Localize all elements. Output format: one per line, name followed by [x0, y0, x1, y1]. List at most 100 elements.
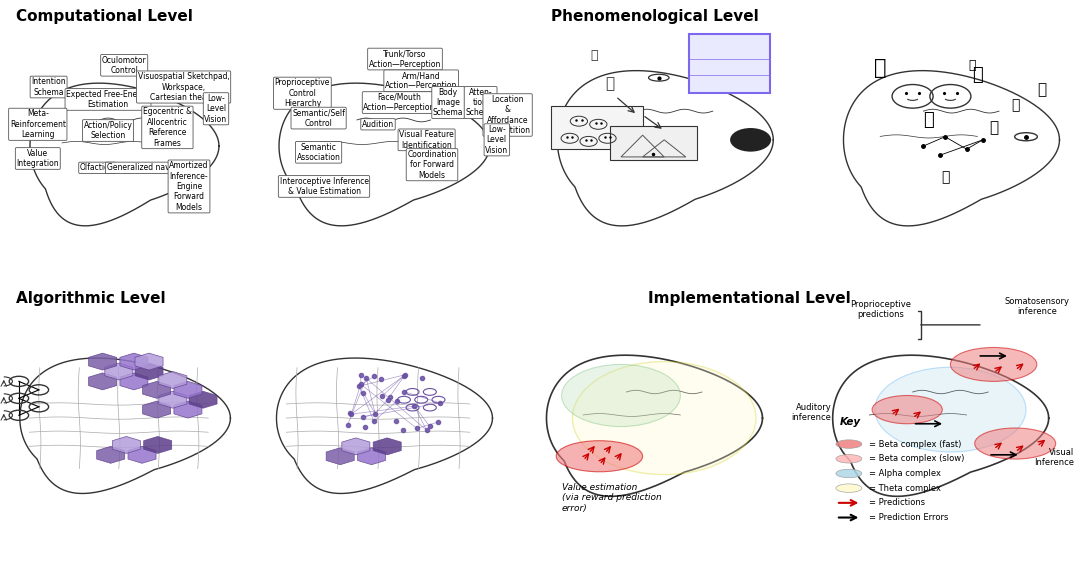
- Text: Low-
Level
Vision: Low- Level Vision: [485, 125, 509, 155]
- Ellipse shape: [875, 367, 1026, 452]
- Polygon shape: [374, 438, 401, 455]
- Text: Auditory
inference: Auditory inference: [792, 403, 832, 422]
- Text: Somatosensory
inference: Somatosensory inference: [1004, 297, 1069, 316]
- Point: [408, 424, 426, 433]
- Text: = Prediction Errors: = Prediction Errors: [869, 513, 948, 522]
- Polygon shape: [97, 446, 124, 463]
- Polygon shape: [159, 372, 187, 389]
- Text: Interoceptive Inference
& Value Estimation: Interoceptive Inference & Value Estimati…: [280, 177, 368, 196]
- Text: Egocentric &
Allocentric
Reference
Frames: Egocentric & Allocentric Reference Frame…: [143, 107, 192, 147]
- Text: Trunk/Torso
Action—Perception: Trunk/Torso Action—Perception: [368, 49, 442, 69]
- Text: 🖐: 🖐: [972, 66, 983, 84]
- FancyBboxPatch shape: [610, 126, 697, 160]
- Text: Implementational Level: Implementational Level: [648, 291, 851, 306]
- Point: [394, 425, 411, 434]
- Polygon shape: [143, 381, 171, 398]
- Text: Value
Integration: Value Integration: [16, 149, 59, 168]
- Text: Atten-
tion
Schema: Atten- tion Schema: [465, 88, 496, 118]
- Point: [355, 388, 373, 397]
- Polygon shape: [135, 353, 163, 370]
- Ellipse shape: [836, 454, 862, 463]
- Polygon shape: [105, 363, 133, 380]
- Ellipse shape: [950, 347, 1037, 381]
- Polygon shape: [112, 436, 140, 453]
- Text: Audition: Audition: [362, 120, 394, 129]
- Point: [352, 380, 369, 389]
- Text: Computational Level: Computational Level: [16, 9, 193, 24]
- Text: Face/Mouth
Action—Perception: Face/Mouth Action—Perception: [363, 93, 436, 112]
- Point: [418, 425, 435, 434]
- Point: [374, 392, 391, 401]
- Text: 🚶: 🚶: [941, 170, 949, 184]
- Polygon shape: [174, 381, 202, 398]
- Point: [379, 396, 396, 405]
- Polygon shape: [135, 363, 163, 380]
- Point: [414, 373, 431, 382]
- Text: Proprioceptive
predictions: Proprioceptive predictions: [850, 300, 910, 319]
- Ellipse shape: [572, 362, 756, 475]
- Point: [421, 422, 438, 431]
- Polygon shape: [120, 353, 148, 370]
- FancyBboxPatch shape: [689, 34, 769, 93]
- Polygon shape: [342, 438, 369, 455]
- Point: [365, 372, 382, 381]
- Text: Visuospatial Sketchpad,
Workspace,
Cartesian theater: Visuospatial Sketchpad, Workspace, Carte…: [137, 72, 230, 102]
- Polygon shape: [144, 436, 172, 453]
- Ellipse shape: [836, 469, 862, 478]
- Text: Visual Feature
Identification: Visual Feature Identification: [400, 130, 454, 150]
- Polygon shape: [174, 401, 202, 418]
- Point: [365, 417, 382, 426]
- Polygon shape: [89, 353, 117, 370]
- Text: 🖐: 🖐: [591, 49, 597, 63]
- Text: Meta-
Reinforcement
Learning: Meta- Reinforcement Learning: [10, 110, 66, 139]
- Ellipse shape: [975, 428, 1056, 459]
- Text: 🖐: 🖐: [1038, 82, 1047, 98]
- Text: Oculomotor
Control: Oculomotor Control: [102, 55, 147, 75]
- Ellipse shape: [836, 484, 862, 493]
- Polygon shape: [129, 446, 156, 463]
- Point: [339, 420, 356, 429]
- Text: Body
Image
Schema: Body Image Schema: [433, 88, 463, 118]
- Point: [388, 397, 405, 406]
- Polygon shape: [189, 392, 217, 408]
- Polygon shape: [357, 447, 386, 464]
- Point: [387, 416, 404, 425]
- Polygon shape: [120, 373, 148, 390]
- Point: [431, 398, 448, 407]
- Text: Expected Free-Energy
Estimation: Expected Free-Energy Estimation: [66, 90, 150, 109]
- Point: [406, 402, 423, 411]
- Text: Action/Policy
Selection: Action/Policy Selection: [83, 121, 133, 140]
- Point: [395, 371, 413, 380]
- Point: [366, 409, 383, 418]
- Point: [395, 387, 413, 396]
- Text: Value estimation
(via reward prediction
error): Value estimation (via reward prediction …: [562, 483, 661, 513]
- Text: 🕊: 🕊: [969, 59, 975, 72]
- Point: [352, 371, 369, 380]
- Text: 🖐: 🖐: [606, 76, 615, 92]
- Text: = Predictions: = Predictions: [869, 498, 926, 507]
- Point: [351, 382, 368, 391]
- Ellipse shape: [562, 364, 680, 427]
- Text: 🖐: 🖐: [874, 58, 887, 79]
- Point: [381, 392, 399, 401]
- Text: Olfaction: Olfaction: [80, 163, 114, 172]
- Ellipse shape: [873, 396, 942, 424]
- Point: [373, 375, 390, 384]
- Circle shape: [730, 128, 771, 151]
- Point: [356, 423, 374, 432]
- Text: = Alpha complex: = Alpha complex: [869, 469, 942, 478]
- Text: Phenomenological Level: Phenomenological Level: [551, 9, 758, 24]
- Polygon shape: [326, 447, 354, 464]
- Text: Proprioceptive
Control
Hierarchy: Proprioceptive Control Hierarchy: [274, 79, 330, 108]
- Text: 👂: 👂: [989, 120, 998, 135]
- Text: = Beta complex (slow): = Beta complex (slow): [869, 454, 964, 463]
- Point: [354, 412, 372, 421]
- Text: Coordination
for Forward
Models: Coordination for Forward Models: [407, 150, 457, 180]
- Polygon shape: [159, 392, 187, 408]
- Text: Arm/Hand
Action—Perception: Arm/Hand Action—Perception: [384, 71, 458, 90]
- FancyBboxPatch shape: [551, 106, 643, 149]
- Text: Algorithmic Level: Algorithmic Level: [16, 291, 166, 306]
- Text: 👥: 👥: [1011, 99, 1020, 112]
- Text: Semantic
Association: Semantic Association: [297, 142, 340, 162]
- Point: [430, 418, 447, 427]
